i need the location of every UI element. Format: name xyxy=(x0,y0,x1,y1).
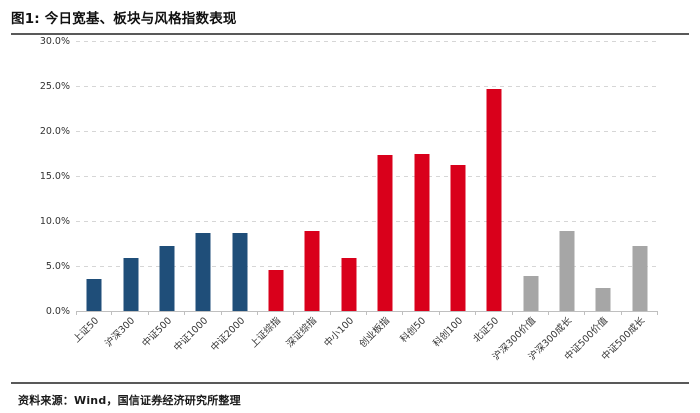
gridline xyxy=(76,176,658,177)
figure-footer: 资料来源：Wind，国信证券经济研究所整理 xyxy=(11,382,689,408)
bar-slot: 中证500价值 xyxy=(563,41,622,363)
bar-slot: 沪深300成长 xyxy=(527,41,586,363)
gridline xyxy=(76,41,658,42)
figure-header: 图1: 今日宽基、板块与风格指数表现 xyxy=(11,7,689,35)
x-tick-label: 中小100 xyxy=(321,315,356,350)
figure-title: 图1: 今日宽基、板块与风格指数表现 xyxy=(11,11,237,27)
x-tick-label: 深证综指 xyxy=(284,315,320,350)
y-tick-label: 10.0% xyxy=(39,215,70,227)
axis-tick xyxy=(657,311,658,315)
bar-slot: 北证50 xyxy=(472,41,513,345)
bar-中小100 xyxy=(341,257,357,311)
axis-tick xyxy=(584,311,586,315)
axis-tick xyxy=(220,311,222,315)
axis-tick xyxy=(402,311,404,315)
bar-slot: 科创50 xyxy=(399,41,440,345)
axis-tick xyxy=(620,311,622,315)
x-tick-label: 沪深300 xyxy=(103,315,138,350)
bar-科创50 xyxy=(414,154,430,311)
bar-沪深300成长 xyxy=(559,230,575,311)
axis-tick xyxy=(547,311,549,315)
y-tick-label: 20.0% xyxy=(39,125,70,137)
source-note: 资料来源：Wind，国信证券经济研究所整理 xyxy=(18,394,241,407)
y-tick-label: 25.0% xyxy=(39,80,70,92)
bar-中证500价值 xyxy=(595,287,611,311)
axis-tick xyxy=(256,311,258,315)
bar-slot: 沪深300 xyxy=(104,41,149,349)
axis-tick xyxy=(475,311,477,315)
y-tick-label: 5.0% xyxy=(45,260,70,272)
axis-tick xyxy=(366,311,367,315)
bar-slot: 深证综指 xyxy=(285,41,331,350)
bar-中证1000 xyxy=(195,232,211,311)
bars-container: 上证50 沪深300 中证500 中证1000 中证2000 上证综指 深证综指 中小100 创… xyxy=(71,41,658,363)
x-tick-label: 创业板指 xyxy=(357,315,393,350)
bar-slot: 沪深300价值 xyxy=(490,41,549,363)
bar-深证综指 xyxy=(304,230,320,311)
axis-tick xyxy=(111,311,113,315)
bar-中证500成长 xyxy=(632,246,648,311)
axis-tick xyxy=(329,311,331,315)
bar-slot: 中证2000 xyxy=(208,41,258,354)
bar-北证50 xyxy=(486,88,502,311)
bar-科创100 xyxy=(450,165,466,311)
bar-上证50 xyxy=(86,278,102,311)
bar-slot: 科创100 xyxy=(431,41,477,349)
y-tick-label: 30.0% xyxy=(39,35,70,47)
x-tick-label: 科创100 xyxy=(430,315,466,350)
bar-slot: 中证500 xyxy=(140,41,186,349)
bar-创业板指 xyxy=(377,155,393,311)
gridline xyxy=(76,266,658,267)
axis-tick xyxy=(184,311,186,315)
gridline xyxy=(76,131,658,132)
axis-tick xyxy=(511,311,513,315)
gridline xyxy=(76,86,658,87)
y-tick-label: 15.0% xyxy=(39,170,70,182)
y-tick-label: 0.0% xyxy=(45,305,70,317)
x-tick-label: 中证2000 xyxy=(208,315,247,354)
chart-plot-area: 0.0% 5.0% 10.0% 15.0% 20.0% 25.0% 30.0% 上证50 沪深… xyxy=(40,36,658,363)
bar-中证500 xyxy=(159,246,175,311)
axis-tick xyxy=(76,311,77,315)
x-tick-label: 中证500 xyxy=(139,315,175,350)
bar-沪深300价值 xyxy=(523,275,539,311)
x-axis-line xyxy=(76,311,658,312)
x-tick-label: 上证综指 xyxy=(248,315,284,350)
x-tick-label: 北证50 xyxy=(471,315,502,346)
axis-tick xyxy=(147,311,149,315)
bar-上证综指 xyxy=(268,269,284,311)
bar-slot: 中证500成长 xyxy=(599,41,658,363)
x-tick-label: 上证50 xyxy=(71,315,102,346)
bar-沪深300 xyxy=(123,257,139,311)
x-tick-label: 科创50 xyxy=(398,315,429,346)
bar-slot: 创业板指 xyxy=(358,41,404,350)
gridline xyxy=(76,221,658,222)
bar-slot: 上证综指 xyxy=(248,41,295,350)
x-tick-label: 中证1000 xyxy=(172,315,211,354)
bar-slot: 上证50 xyxy=(71,41,113,345)
bar-slot: 中证1000 xyxy=(172,41,222,354)
bar-slot: 中小100 xyxy=(322,41,367,349)
bar-中证2000 xyxy=(232,232,248,311)
axis-tick xyxy=(293,311,295,315)
axis-tick xyxy=(438,311,440,315)
